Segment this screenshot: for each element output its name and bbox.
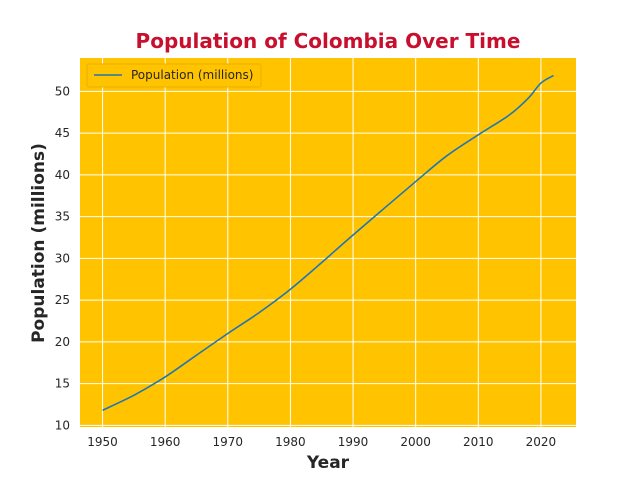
x-axis-label: Year	[306, 453, 350, 473]
y-tick-label: 35	[55, 210, 70, 224]
series-line	[102, 74, 554, 412]
x-tick-label: 2000	[400, 435, 431, 449]
plot-area	[80, 58, 576, 427]
grid-lines	[80, 58, 576, 427]
y-tick-label: 20	[55, 335, 70, 349]
y-tick-label: 50	[55, 84, 70, 98]
x-tick-label: 1960	[150, 435, 181, 449]
legend-label: Population (millions)	[131, 68, 253, 82]
x-tick-label: 1980	[275, 435, 306, 449]
y-axis-label: Population (millions)	[29, 143, 49, 343]
x-tick-label: 1950	[87, 435, 118, 449]
y-tick-label: 40	[55, 168, 70, 182]
legend: Population (millions)	[86, 63, 262, 88]
y-tick-label: 25	[55, 293, 70, 307]
y-axis-ticks: 10 15 20 25 30 35 40 45 50	[55, 84, 70, 432]
y-tick-label: 15	[55, 377, 70, 391]
legend-box	[86, 63, 262, 88]
y-tick-label: 30	[55, 251, 70, 265]
y-tick-label: 10	[55, 418, 70, 432]
series-lines	[102, 74, 554, 412]
x-tick-label: 2010	[463, 435, 494, 449]
x-tick-label: 2020	[526, 435, 557, 449]
x-tick-label: 1990	[338, 435, 369, 449]
x-axis-ticks: 1950 1960 1970 1980 1990 2000 2010 2020	[87, 435, 556, 449]
x-tick-label: 1970	[213, 435, 244, 449]
y-tick-label: 45	[55, 126, 70, 140]
chart-title: Population of Colombia Over Time	[136, 29, 521, 53]
